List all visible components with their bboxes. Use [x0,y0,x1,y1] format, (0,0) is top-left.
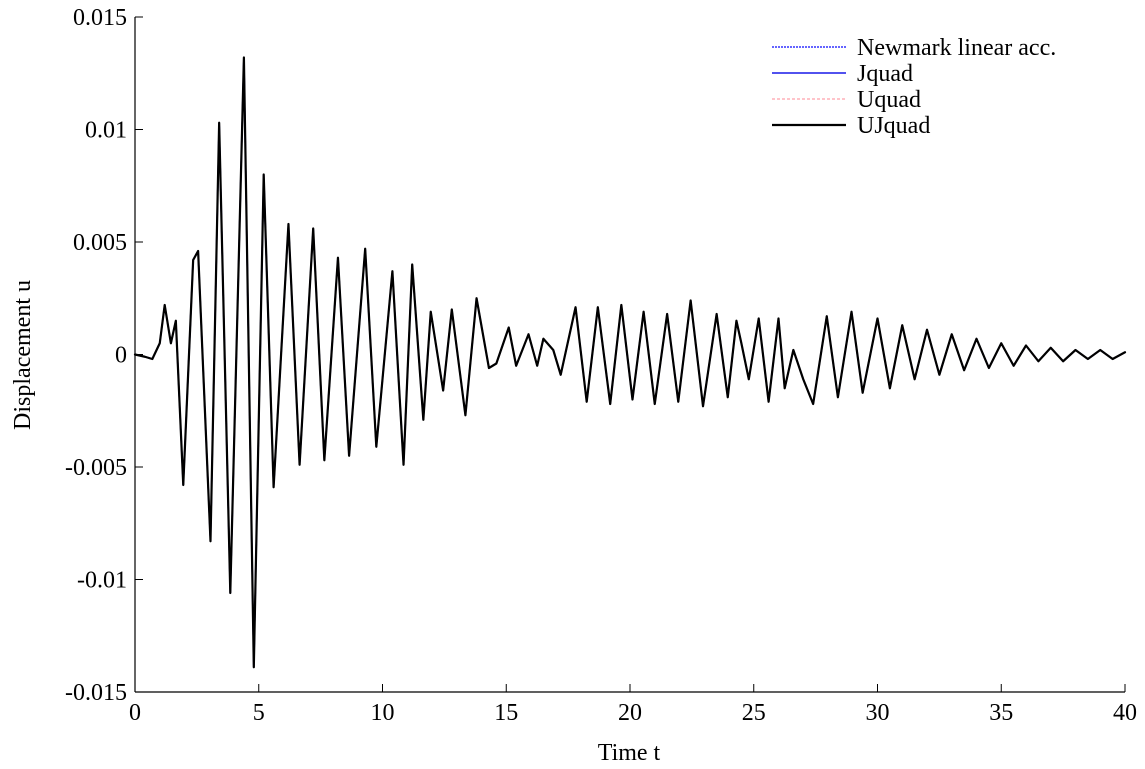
legend-label: Jquad [857,61,913,87]
y-tick-label: 0.01 [85,118,127,144]
legend-label: Uquad [857,87,921,113]
axes-layer: 0 5 10 15 20 25 30 35 40 -0.015 -0.01 -0.005 0 0.005 0… [65,5,1137,726]
series-line-jquad [134,56,1126,669]
x-axis-title: Time t [598,740,661,766]
x-tick-label: 35 [989,700,1013,726]
y-tick-label: 0 [115,343,127,369]
x-tick-label: 5 [253,700,265,726]
y-tick-label: -0.015 [65,680,127,706]
series-line-newmark-linear-acc [134,56,1126,669]
x-tick-label: 10 [371,700,395,726]
x-tick-label: 30 [866,700,890,726]
y-axis-title: Displacement u [10,280,36,430]
series-layer [133,56,1127,669]
series-line-uquad [134,56,1126,669]
series-line-ujquad [133,56,1127,669]
y-tick-label: 0.005 [73,230,127,256]
x-tick-label: 15 [494,700,518,726]
y-tick-label: -0.01 [77,568,127,594]
y-tick-label: 0.015 [73,5,127,31]
x-tick-label: 40 [1113,700,1137,726]
x-tick-label: 20 [618,700,642,726]
x-tick-label: 25 [742,700,766,726]
x-tick-label: 0 [129,700,141,726]
y-tick-label: -0.005 [65,455,127,481]
legend-label: Newmark linear acc. [857,35,1056,61]
legend-label: UJquad [857,113,930,139]
